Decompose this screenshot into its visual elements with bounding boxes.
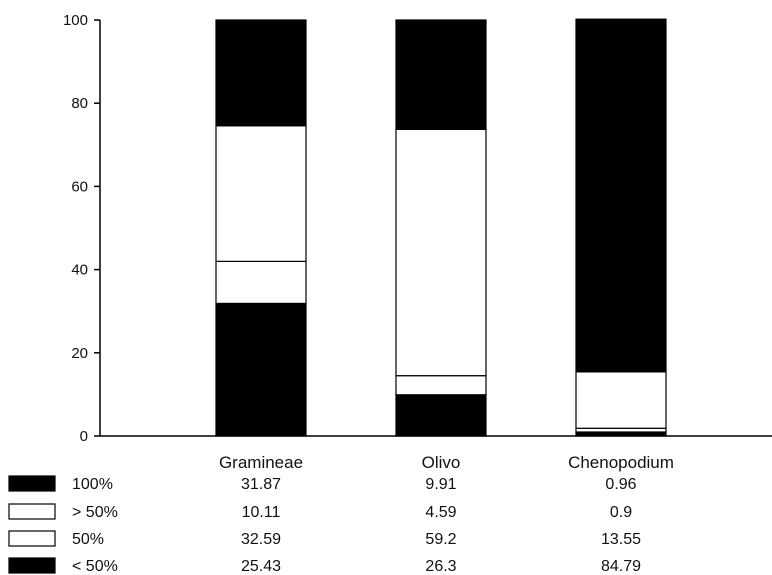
category-label-olivo: Olivo bbox=[422, 453, 461, 472]
legend-swatch-0 bbox=[8, 475, 56, 492]
bar-segment-gramineae-0 bbox=[215, 302, 307, 437]
legend-label-3: < 50% bbox=[72, 558, 118, 575]
bar-segment-olivo-0 bbox=[395, 394, 487, 437]
y-tick-label-100: 100 bbox=[63, 12, 88, 29]
bar-segment-gramineae-3 bbox=[215, 19, 307, 127]
table-cell-3-chenopodium: 84.79 bbox=[601, 558, 641, 575]
table-cell-1-gramineae: 10.11 bbox=[242, 504, 281, 521]
bar-segment-chenopodium-3 bbox=[575, 18, 667, 373]
table-cell-0-gramineae: 31.87 bbox=[241, 476, 281, 493]
legend-swatch-2 bbox=[8, 530, 56, 547]
legend-label-2: 50% bbox=[72, 531, 104, 548]
table-cell-0-olivo: 9.91 bbox=[425, 476, 456, 493]
legend-label-0: 100% bbox=[72, 476, 113, 493]
y-tick-label-20: 20 bbox=[71, 345, 88, 362]
bar-segment-gramineae-2 bbox=[215, 125, 307, 262]
table-cell-1-olivo: 4.59 bbox=[425, 504, 456, 521]
table-cell-2-olivo: 59.2 bbox=[425, 531, 456, 548]
bar-segment-olivo-1 bbox=[395, 375, 487, 396]
table-cell-3-gramineae: 25.43 bbox=[241, 558, 281, 575]
legend-swatch-3 bbox=[8, 557, 56, 574]
legend-swatch-1 bbox=[8, 503, 56, 520]
y-tick-label-0: 0 bbox=[80, 428, 88, 445]
table-cell-2-chenopodium: 13.55 bbox=[601, 531, 641, 548]
bar-segment-olivo-3 bbox=[395, 19, 487, 131]
table-cell-0-chenopodium: 0.96 bbox=[605, 476, 636, 493]
category-label-chenopodium: Chenopodium bbox=[568, 453, 674, 472]
table-cell-2-gramineae: 32.59 bbox=[241, 531, 281, 548]
y-tick-label-60: 60 bbox=[71, 178, 88, 195]
table-cell-1-chenopodium: 0.9 bbox=[610, 504, 632, 521]
bar-segment-olivo-2 bbox=[395, 128, 487, 377]
y-tick-label-40: 40 bbox=[71, 262, 88, 279]
bar-segment-gramineae-1 bbox=[215, 260, 307, 305]
category-label-gramineae: Gramineae bbox=[219, 453, 303, 472]
legend-label-1: > 50% bbox=[72, 504, 118, 521]
y-tick-label-80: 80 bbox=[71, 95, 88, 112]
bar-segment-chenopodium-2 bbox=[575, 371, 667, 429]
table-cell-3-olivo: 26.3 bbox=[425, 558, 456, 575]
